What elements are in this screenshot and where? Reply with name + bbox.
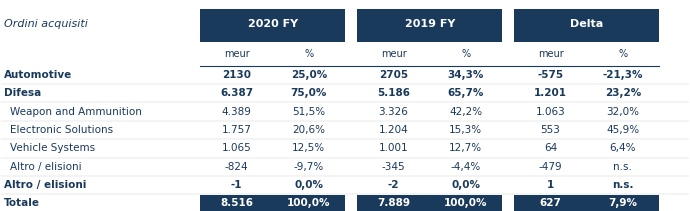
Bar xyxy=(515,9,659,42)
Text: 42,2%: 42,2% xyxy=(449,107,482,117)
Text: 627: 627 xyxy=(540,198,562,208)
Text: 12,5%: 12,5% xyxy=(293,143,326,153)
Text: 23,2%: 23,2% xyxy=(604,88,641,98)
Text: 64: 64 xyxy=(544,143,558,153)
Bar xyxy=(515,195,659,211)
Text: -824: -824 xyxy=(225,162,248,172)
Text: -21,3%: -21,3% xyxy=(602,70,643,80)
Text: Difesa: Difesa xyxy=(4,88,41,98)
Text: 1.757: 1.757 xyxy=(221,125,251,135)
Text: Electronic Solutions: Electronic Solutions xyxy=(10,125,112,135)
Bar xyxy=(200,195,345,211)
Text: -1: -1 xyxy=(230,180,242,190)
Text: 1: 1 xyxy=(547,180,554,190)
Text: 8.516: 8.516 xyxy=(220,198,253,208)
Text: 100,0%: 100,0% xyxy=(444,198,488,208)
Text: 6,4%: 6,4% xyxy=(609,143,636,153)
Text: 75,0%: 75,0% xyxy=(290,88,327,98)
Text: 12,7%: 12,7% xyxy=(449,143,482,153)
Text: Ordini acquisiti: Ordini acquisiti xyxy=(4,19,88,29)
Text: 1.204: 1.204 xyxy=(379,125,408,135)
Text: -479: -479 xyxy=(539,162,562,172)
Text: 0,0%: 0,0% xyxy=(295,180,324,190)
Text: 1.065: 1.065 xyxy=(221,143,251,153)
Text: -2: -2 xyxy=(388,180,400,190)
Text: 5.186: 5.186 xyxy=(377,88,410,98)
Text: 553: 553 xyxy=(540,125,560,135)
Bar xyxy=(200,9,345,42)
Text: n.s.: n.s. xyxy=(612,180,633,190)
Text: %: % xyxy=(462,49,471,59)
Text: 65,7%: 65,7% xyxy=(448,88,484,98)
Text: 2130: 2130 xyxy=(222,70,251,80)
Text: 2020 FY: 2020 FY xyxy=(248,19,298,29)
Text: -575: -575 xyxy=(538,70,564,80)
Text: 7,9%: 7,9% xyxy=(609,198,638,208)
Text: 2705: 2705 xyxy=(379,70,408,80)
Text: n.s.: n.s. xyxy=(613,162,632,172)
Text: 7.889: 7.889 xyxy=(377,198,410,208)
Text: -9,7%: -9,7% xyxy=(294,162,324,172)
Text: Delta: Delta xyxy=(570,19,603,29)
Text: 1.063: 1.063 xyxy=(535,107,565,117)
Bar xyxy=(357,9,502,42)
Text: Automotive: Automotive xyxy=(4,70,72,80)
Text: -345: -345 xyxy=(382,162,405,172)
Bar xyxy=(357,195,502,211)
Text: 1.001: 1.001 xyxy=(379,143,408,153)
Text: 25,0%: 25,0% xyxy=(290,70,327,80)
Text: 51,5%: 51,5% xyxy=(293,107,326,117)
Text: 15,3%: 15,3% xyxy=(449,125,482,135)
Text: 34,3%: 34,3% xyxy=(448,70,484,80)
Text: 32,0%: 32,0% xyxy=(607,107,640,117)
Text: Vehicle Systems: Vehicle Systems xyxy=(10,143,95,153)
Text: %: % xyxy=(304,49,313,59)
Text: 20,6%: 20,6% xyxy=(293,125,326,135)
Text: 45,9%: 45,9% xyxy=(607,125,640,135)
Text: 0,0%: 0,0% xyxy=(451,180,480,190)
Text: 4.389: 4.389 xyxy=(221,107,251,117)
Text: 3.326: 3.326 xyxy=(379,107,408,117)
Text: 6.387: 6.387 xyxy=(220,88,253,98)
Text: meur: meur xyxy=(538,49,564,59)
Text: Weapon and Ammunition: Weapon and Ammunition xyxy=(10,107,141,117)
Text: Altro / elisioni: Altro / elisioni xyxy=(10,162,81,172)
Text: Totale: Totale xyxy=(4,198,40,208)
Text: meur: meur xyxy=(224,49,249,59)
Text: meur: meur xyxy=(381,49,406,59)
Text: %: % xyxy=(618,49,627,59)
Text: 2019 FY: 2019 FY xyxy=(404,19,455,29)
Text: 1.201: 1.201 xyxy=(534,88,567,98)
Text: 100,0%: 100,0% xyxy=(287,198,331,208)
Text: Altro / elisioni: Altro / elisioni xyxy=(4,180,86,190)
Text: -4,4%: -4,4% xyxy=(451,162,481,172)
